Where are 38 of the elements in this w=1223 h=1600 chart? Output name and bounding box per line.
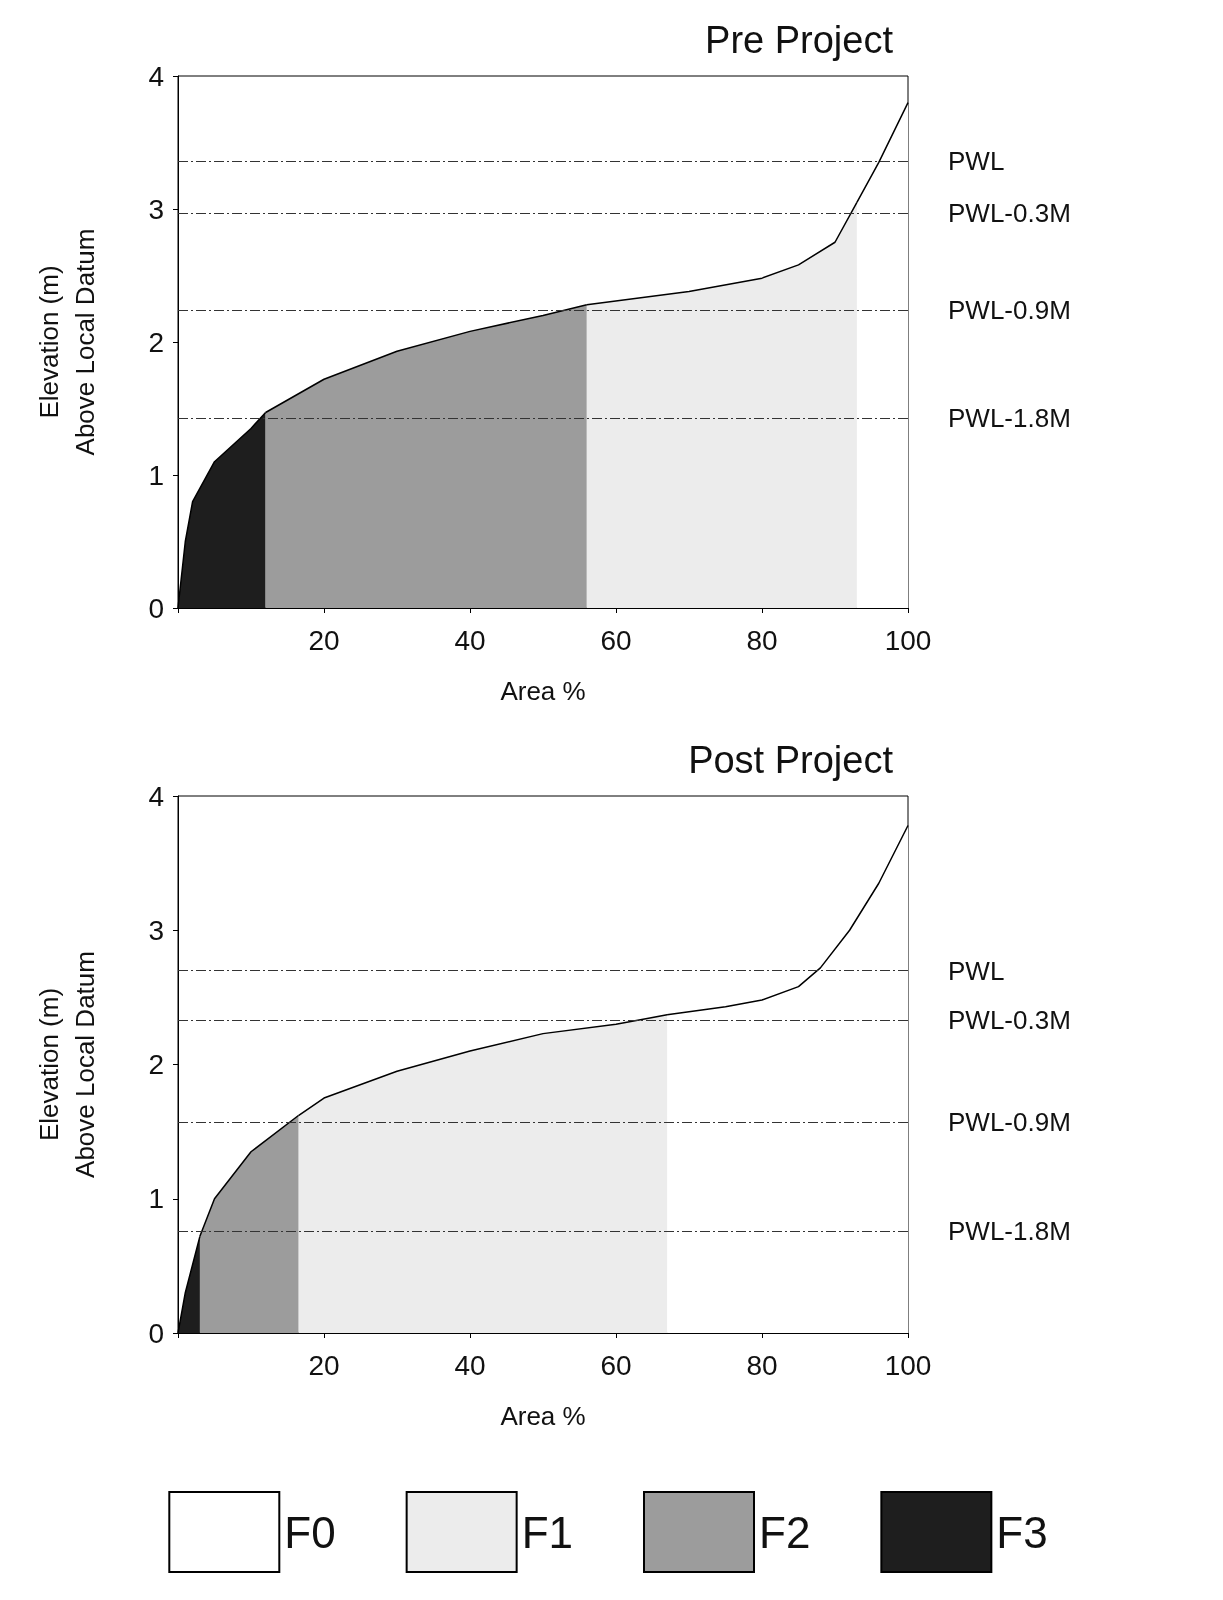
y-tick-label: 4 (148, 780, 164, 812)
chart-title: Post Project (688, 739, 894, 781)
ref-line-label: PWL-0.9M (948, 1107, 1071, 1138)
y-tick-label: 2 (148, 326, 164, 358)
x-tick-label: 20 (308, 1349, 340, 1381)
ref-line-label: PWL-0.9M (948, 295, 1071, 326)
y-tick-label: 3 (148, 914, 164, 946)
ref-line-label: PWL (948, 146, 1005, 177)
x-tick-label: 60 (600, 624, 632, 656)
legend-label: F1 (521, 1507, 574, 1557)
y-tick-label: 1 (148, 1183, 164, 1215)
ref-line-label: PWL-0.3M (948, 1005, 1071, 1036)
y-axis-title: Elevation (m) Above Local Datum (34, 228, 100, 456)
x-axis-title: Area % (500, 1401, 586, 1431)
y-tick-label: 1 (148, 459, 164, 491)
ref-line-label: PWL (948, 955, 1005, 986)
x-axis-title: Area % (500, 676, 586, 706)
x-tick-label: 100 (884, 624, 932, 656)
y-tick-label: 2 (148, 1049, 164, 1080)
y-tick-label: 4 (148, 60, 164, 92)
x-tick-label: 40 (454, 1349, 486, 1381)
legend-label: F2 (759, 1507, 811, 1557)
y-tick-label: 3 (148, 193, 164, 225)
x-tick-label: 20 (308, 624, 340, 656)
x-tick-label: 80 (746, 1349, 778, 1381)
y-tick-label: 0 (148, 1317, 164, 1349)
ref-line-label: PWL-1.8M (948, 402, 1071, 433)
legend-label: F0 (284, 1507, 336, 1557)
y-axis-title: Elevation (m) Above Local Datum (34, 951, 100, 1178)
x-tick-label: 80 (746, 624, 778, 656)
legend-label: F3 (996, 1507, 1048, 1557)
y-tick-label: 0 (148, 592, 164, 624)
ref-line-label: PWL-1.8M (948, 1215, 1071, 1246)
chart-title: Pre Project (705, 19, 894, 61)
x-tick-label: 60 (600, 1349, 632, 1381)
x-tick-label: 40 (454, 624, 486, 656)
x-tick-label: 100 (884, 1349, 932, 1381)
ref-line-label: PWL-0.3M (948, 197, 1071, 228)
